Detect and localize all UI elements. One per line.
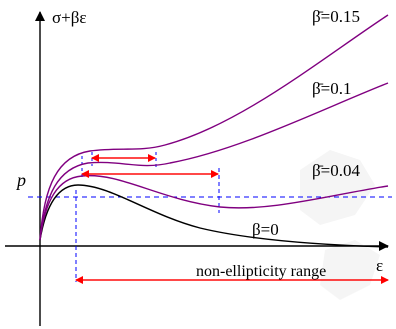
curve-beta-015 bbox=[39, 14, 389, 241]
x-axis-label: ε bbox=[376, 256, 383, 275]
watermark bbox=[300, 150, 380, 300]
curve-label-004: β̄=0.04 bbox=[312, 161, 360, 180]
curve-beta-01 bbox=[39, 82, 389, 241]
curve-label-015: β̄=0.15 bbox=[312, 7, 360, 26]
p-label: p bbox=[15, 170, 26, 190]
curve-beta-004 bbox=[39, 174, 389, 241]
curve-label-0: β=0 bbox=[252, 220, 279, 239]
y-axis-label: σ+βε bbox=[52, 8, 87, 27]
non-ellipticity-label: non-ellipticity range bbox=[196, 263, 326, 280]
curve-beta-0 bbox=[39, 184, 389, 248]
curve-label-01: β̄=0.1 bbox=[312, 79, 352, 98]
